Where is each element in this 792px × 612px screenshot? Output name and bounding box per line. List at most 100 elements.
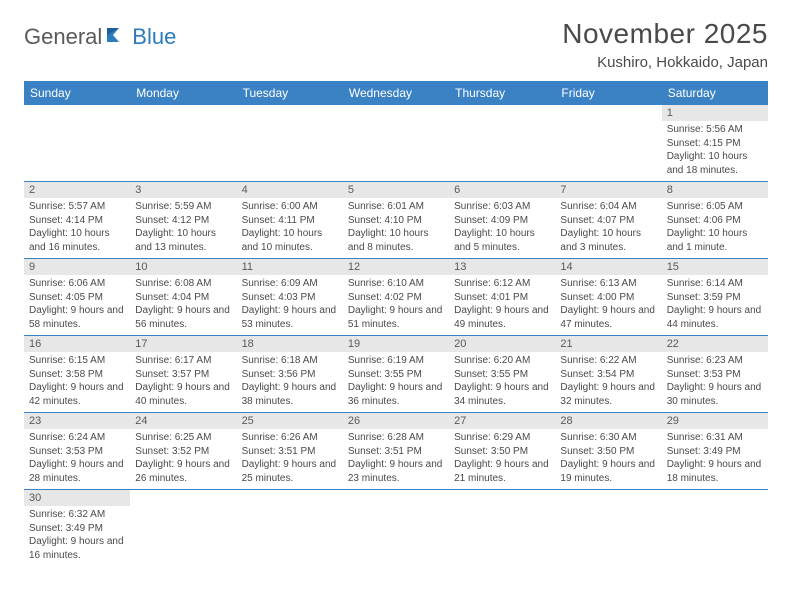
day-number: 24 [130, 413, 236, 429]
weekday-header: Thursday [449, 81, 555, 105]
calendar-cell: 9Sunrise: 6:06 AMSunset: 4:05 PMDaylight… [24, 259, 130, 336]
day-number: 12 [343, 259, 449, 275]
day-number: 2 [24, 182, 130, 198]
calendar-cell: 3Sunrise: 5:59 AMSunset: 4:12 PMDaylight… [130, 182, 236, 259]
calendar-cell: 11Sunrise: 6:09 AMSunset: 4:03 PMDayligh… [237, 259, 343, 336]
calendar-cell-empty [555, 490, 661, 567]
day-number: 4 [237, 182, 343, 198]
day-data: Sunrise: 6:19 AMSunset: 3:55 PMDaylight:… [343, 352, 449, 412]
calendar-table: SundayMondayTuesdayWednesdayThursdayFrid… [24, 81, 768, 566]
day-number: 28 [555, 413, 661, 429]
day-number: 20 [449, 336, 555, 352]
day-data: Sunrise: 6:17 AMSunset: 3:57 PMDaylight:… [130, 352, 236, 412]
calendar-cell-empty [343, 105, 449, 182]
day-number: 19 [343, 336, 449, 352]
calendar-cell: 14Sunrise: 6:13 AMSunset: 4:00 PMDayligh… [555, 259, 661, 336]
day-data: Sunrise: 6:31 AMSunset: 3:49 PMDaylight:… [662, 429, 768, 489]
calendar-body: 1Sunrise: 5:56 AMSunset: 4:15 PMDaylight… [24, 105, 768, 566]
day-data: Sunrise: 6:18 AMSunset: 3:56 PMDaylight:… [237, 352, 343, 412]
weekday-header: Sunday [24, 81, 130, 105]
day-data: Sunrise: 6:24 AMSunset: 3:53 PMDaylight:… [24, 429, 130, 489]
day-data: Sunrise: 5:59 AMSunset: 4:12 PMDaylight:… [130, 198, 236, 258]
calendar-row: 16Sunrise: 6:15 AMSunset: 3:58 PMDayligh… [24, 336, 768, 413]
day-data: Sunrise: 6:08 AMSunset: 4:04 PMDaylight:… [130, 275, 236, 335]
day-data: Sunrise: 6:30 AMSunset: 3:50 PMDaylight:… [555, 429, 661, 489]
calendar-cell: 12Sunrise: 6:10 AMSunset: 4:02 PMDayligh… [343, 259, 449, 336]
calendar-cell: 30Sunrise: 6:32 AMSunset: 3:49 PMDayligh… [24, 490, 130, 567]
day-data: Sunrise: 6:10 AMSunset: 4:02 PMDaylight:… [343, 275, 449, 335]
calendar-cell: 20Sunrise: 6:20 AMSunset: 3:55 PMDayligh… [449, 336, 555, 413]
day-data: Sunrise: 6:32 AMSunset: 3:49 PMDaylight:… [24, 506, 130, 566]
day-number: 9 [24, 259, 130, 275]
calendar-cell-empty [130, 490, 236, 567]
day-data: Sunrise: 6:23 AMSunset: 3:53 PMDaylight:… [662, 352, 768, 412]
day-data: Sunrise: 6:00 AMSunset: 4:11 PMDaylight:… [237, 198, 343, 258]
weekday-header-row: SundayMondayTuesdayWednesdayThursdayFrid… [24, 81, 768, 105]
calendar-cell-empty [24, 105, 130, 182]
day-data: Sunrise: 6:01 AMSunset: 4:10 PMDaylight:… [343, 198, 449, 258]
calendar-cell: 7Sunrise: 6:04 AMSunset: 4:07 PMDaylight… [555, 182, 661, 259]
day-number: 5 [343, 182, 449, 198]
day-number: 26 [343, 413, 449, 429]
day-data: Sunrise: 6:15 AMSunset: 3:58 PMDaylight:… [24, 352, 130, 412]
day-data: Sunrise: 6:13 AMSunset: 4:00 PMDaylight:… [555, 275, 661, 335]
day-data: Sunrise: 6:25 AMSunset: 3:52 PMDaylight:… [130, 429, 236, 489]
calendar-cell: 19Sunrise: 6:19 AMSunset: 3:55 PMDayligh… [343, 336, 449, 413]
calendar-row: 2Sunrise: 5:57 AMSunset: 4:14 PMDaylight… [24, 182, 768, 259]
title-block: November 2025 Kushiro, Hokkaido, Japan [562, 18, 768, 71]
calendar-cell-empty [130, 105, 236, 182]
calendar-cell: 29Sunrise: 6:31 AMSunset: 3:49 PMDayligh… [662, 413, 768, 490]
calendar-cell-empty [449, 105, 555, 182]
calendar-row: 23Sunrise: 6:24 AMSunset: 3:53 PMDayligh… [24, 413, 768, 490]
day-data: Sunrise: 6:12 AMSunset: 4:01 PMDaylight:… [449, 275, 555, 335]
day-data: Sunrise: 6:09 AMSunset: 4:03 PMDaylight:… [237, 275, 343, 335]
day-data: Sunrise: 6:05 AMSunset: 4:06 PMDaylight:… [662, 198, 768, 258]
day-data: Sunrise: 6:20 AMSunset: 3:55 PMDaylight:… [449, 352, 555, 412]
day-number: 30 [24, 490, 130, 506]
day-number: 7 [555, 182, 661, 198]
day-number: 29 [662, 413, 768, 429]
calendar-cell: 5Sunrise: 6:01 AMSunset: 4:10 PMDaylight… [343, 182, 449, 259]
calendar-row: 9Sunrise: 6:06 AMSunset: 4:05 PMDaylight… [24, 259, 768, 336]
day-data: Sunrise: 5:57 AMSunset: 4:14 PMDaylight:… [24, 198, 130, 258]
calendar-cell: 27Sunrise: 6:29 AMSunset: 3:50 PMDayligh… [449, 413, 555, 490]
calendar-cell: 28Sunrise: 6:30 AMSunset: 3:50 PMDayligh… [555, 413, 661, 490]
header: General Blue November 2025 Kushiro, Hokk… [24, 18, 768, 71]
day-number: 22 [662, 336, 768, 352]
day-data: Sunrise: 6:28 AMSunset: 3:51 PMDaylight:… [343, 429, 449, 489]
day-number: 1 [662, 105, 768, 121]
weekday-header: Tuesday [237, 81, 343, 105]
location-text: Kushiro, Hokkaido, Japan [562, 54, 768, 71]
logo: General Blue [24, 24, 176, 50]
day-number: 14 [555, 259, 661, 275]
logo-text-general: General [24, 24, 102, 50]
calendar-cell-empty [237, 490, 343, 567]
day-number: 16 [24, 336, 130, 352]
day-number: 13 [449, 259, 555, 275]
weekday-header: Monday [130, 81, 236, 105]
calendar-cell: 4Sunrise: 6:00 AMSunset: 4:11 PMDaylight… [237, 182, 343, 259]
day-data: Sunrise: 6:06 AMSunset: 4:05 PMDaylight:… [24, 275, 130, 335]
calendar-cell: 21Sunrise: 6:22 AMSunset: 3:54 PMDayligh… [555, 336, 661, 413]
day-data: Sunrise: 6:26 AMSunset: 3:51 PMDaylight:… [237, 429, 343, 489]
calendar-cell: 23Sunrise: 6:24 AMSunset: 3:53 PMDayligh… [24, 413, 130, 490]
calendar-cell-empty [662, 490, 768, 567]
day-number: 27 [449, 413, 555, 429]
day-number: 21 [555, 336, 661, 352]
calendar-cell-empty [449, 490, 555, 567]
calendar-cell: 10Sunrise: 6:08 AMSunset: 4:04 PMDayligh… [130, 259, 236, 336]
calendar-cell: 22Sunrise: 6:23 AMSunset: 3:53 PMDayligh… [662, 336, 768, 413]
calendar-cell: 24Sunrise: 6:25 AMSunset: 3:52 PMDayligh… [130, 413, 236, 490]
calendar-cell: 16Sunrise: 6:15 AMSunset: 3:58 PMDayligh… [24, 336, 130, 413]
day-number: 6 [449, 182, 555, 198]
weekday-header: Saturday [662, 81, 768, 105]
calendar-row: 30Sunrise: 6:32 AMSunset: 3:49 PMDayligh… [24, 490, 768, 567]
day-data: Sunrise: 6:03 AMSunset: 4:09 PMDaylight:… [449, 198, 555, 258]
day-data: Sunrise: 6:14 AMSunset: 3:59 PMDaylight:… [662, 275, 768, 335]
calendar-cell-empty [343, 490, 449, 567]
calendar-cell: 8Sunrise: 6:05 AMSunset: 4:06 PMDaylight… [662, 182, 768, 259]
calendar-cell-empty [555, 105, 661, 182]
calendar-cell: 13Sunrise: 6:12 AMSunset: 4:01 PMDayligh… [449, 259, 555, 336]
day-number: 25 [237, 413, 343, 429]
flag-icon [106, 26, 128, 49]
